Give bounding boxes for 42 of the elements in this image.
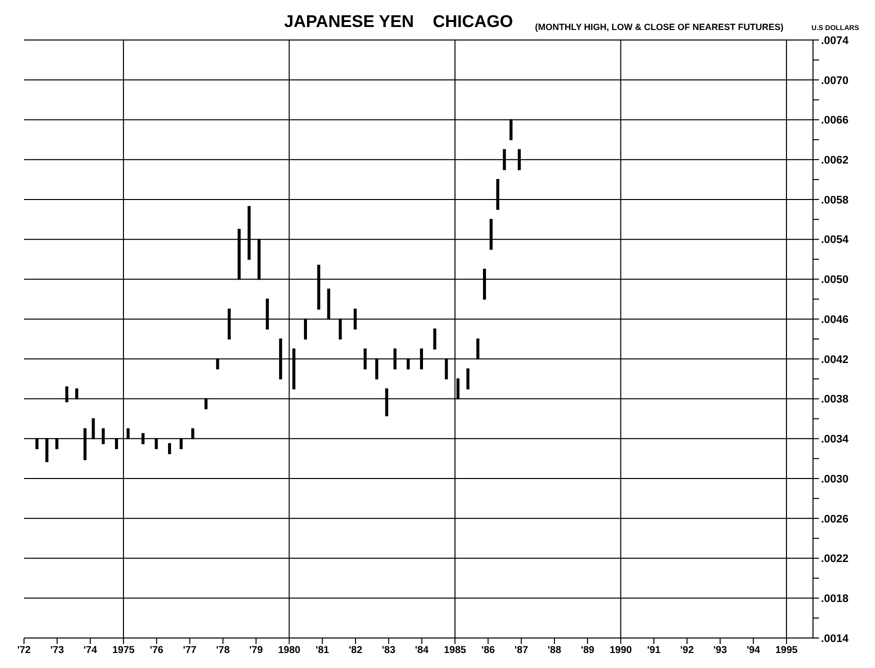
x-tick-label: '91 — [647, 645, 662, 656]
chart-subtitle: (MONTHLY HIGH, LOW & CLOSE OF NEAREST FUTURES) — [535, 22, 784, 32]
x-tick-label: 1980 — [278, 645, 301, 656]
x-tick-label: '88 — [548, 645, 562, 656]
y-tick-label: .0042 — [821, 354, 849, 366]
x-tick-label: '94 — [746, 645, 761, 656]
chart-title: JAPANESE YEN CHICAGO — [284, 12, 514, 32]
x-tick-label: '76 — [150, 645, 164, 656]
x-tick-label: '92 — [680, 645, 694, 656]
x-tick-label: '84 — [415, 645, 429, 656]
x-tick-label: '87 — [514, 645, 528, 656]
x-tick-label: '89 — [580, 645, 595, 656]
y-tick-label: .0026 — [821, 513, 849, 526]
y-tick-label: .0022 — [821, 553, 849, 566]
x-tick-label: 1985 — [444, 645, 467, 656]
x-tick-label: '86 — [481, 645, 496, 656]
y-tick-label: .0054 — [821, 234, 850, 246]
y-tick-label: .0062 — [821, 154, 849, 167]
x-tick-label: '73 — [50, 645, 64, 656]
y-tick-label: .0074 — [821, 34, 850, 47]
y-tick-label: .0070 — [821, 74, 849, 87]
y-tick-label: .0050 — [821, 274, 849, 286]
x-tick-label: '81 — [316, 645, 330, 656]
y-tick-label: .0058 — [821, 194, 849, 206]
y-tick-label: .0030 — [821, 473, 849, 486]
x-tick-label: '79 — [249, 645, 264, 656]
y-tick-label: .0014 — [821, 632, 850, 645]
x-tick-label: 1990 — [610, 645, 632, 656]
y-tick-label: .0066 — [821, 114, 849, 127]
x-tick-label: '72 — [17, 645, 32, 656]
x-tick-label: 1975 — [112, 645, 136, 656]
x-tick-label: '74 — [84, 645, 98, 656]
x-tick-label: '78 — [216, 645, 230, 656]
y-tick-label: .0046 — [821, 314, 849, 326]
y-tick-label: .0038 — [821, 394, 849, 406]
y-tick-label: .0018 — [821, 593, 849, 606]
x-tick-label: '82 — [348, 645, 363, 656]
x-tick-label: '93 — [713, 645, 728, 656]
x-tick-label: '77 — [183, 645, 197, 656]
x-tick-label: '83 — [382, 645, 396, 656]
x-tick-label: 1995 — [775, 645, 798, 656]
y-tick-label: .0034 — [821, 434, 850, 446]
